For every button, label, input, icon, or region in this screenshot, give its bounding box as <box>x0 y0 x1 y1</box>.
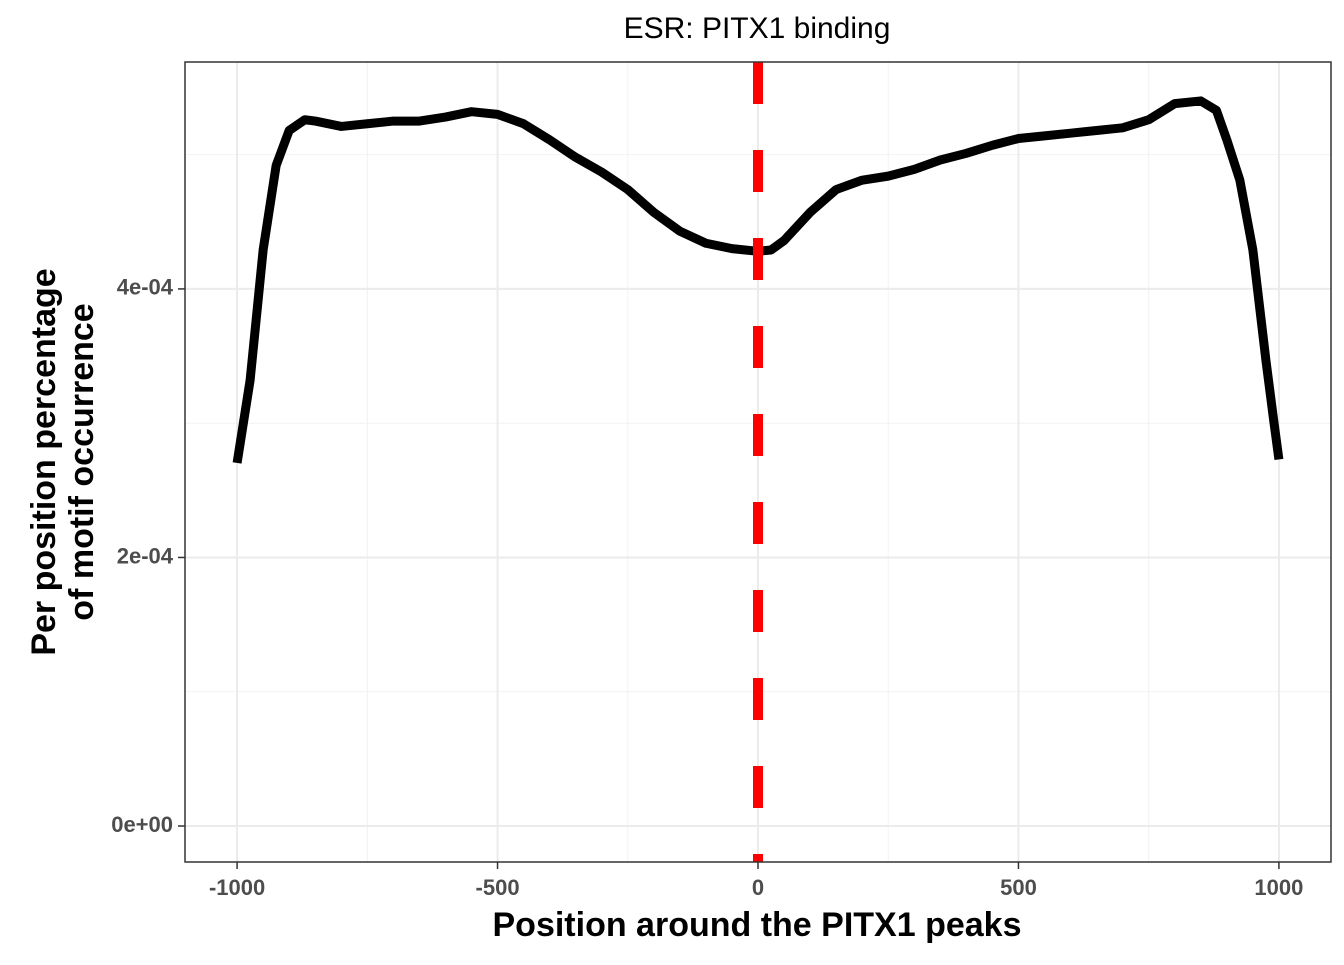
y-axis-title: Per position percentage <box>25 268 63 655</box>
x-tick-label: 500 <box>1000 875 1037 900</box>
data-line <box>232 96 1284 464</box>
y-axis-title: of motif occurrence <box>63 303 101 620</box>
chart-title: ESR: PITX1 binding <box>624 12 891 45</box>
x-axis-title: Position around the PITX1 peaks <box>493 906 1022 944</box>
y-tick-label: 4e-04 <box>117 275 174 300</box>
plot-border <box>184 61 1332 863</box>
x-tick-label: -1000 <box>209 875 265 900</box>
y-tick-label: 0e+00 <box>111 812 173 837</box>
x-tick-label: 1000 <box>1254 875 1303 900</box>
y-tick-label: 2e-04 <box>117 543 174 568</box>
x-tick-label: 0 <box>752 875 764 900</box>
x-tick-label: -500 <box>476 875 520 900</box>
